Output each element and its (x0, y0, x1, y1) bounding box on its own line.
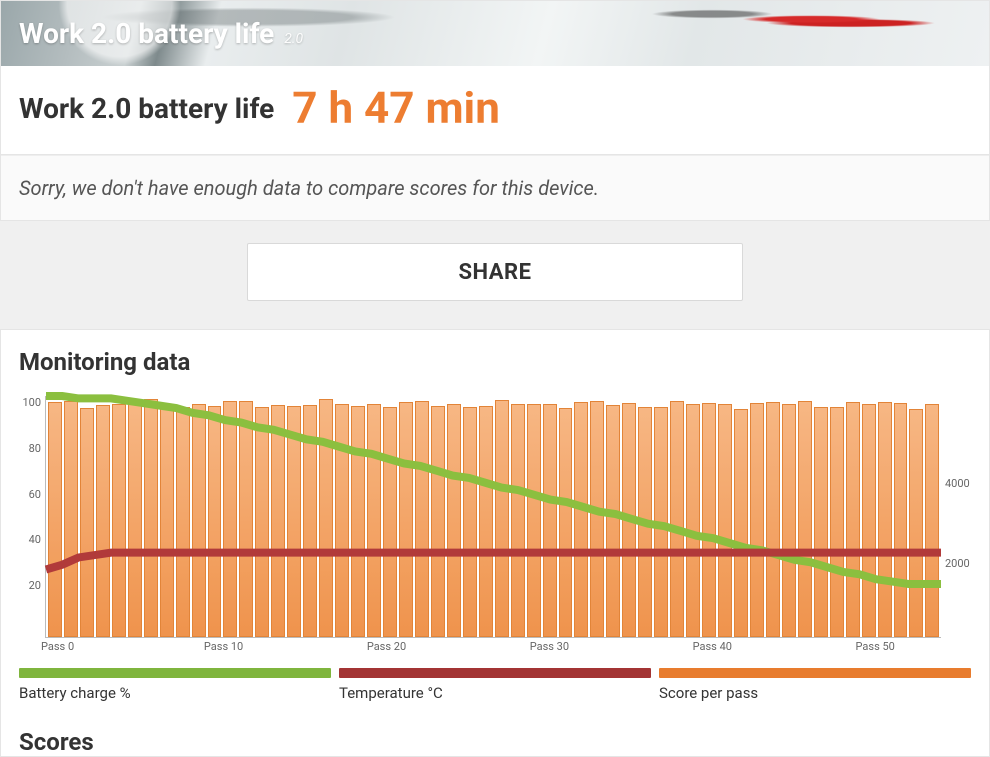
headline-value: 7 h 47 min (292, 86, 500, 130)
x-tick-label: Pass 10 (204, 640, 243, 653)
legend-label: Temperature °C (339, 678, 651, 702)
share-button[interactable]: SHARE (247, 243, 743, 301)
x-tick-label: Pass 40 (693, 640, 732, 653)
monitoring-card: Monitoring data 10080604020 20004000 Pas… (0, 329, 990, 757)
hero-title: Work 2.0 battery life 2.0 (19, 17, 303, 50)
legend-item: Temperature °C (339, 668, 651, 702)
x-tick-label: Pass 20 (367, 640, 406, 653)
x-tick-label: Pass 50 (856, 640, 895, 653)
y-axis-right: 20004000 (945, 396, 973, 638)
share-row: SHARE (0, 221, 990, 329)
legend-color-bar (19, 668, 331, 678)
lines-svg (46, 396, 941, 637)
legend-item: Battery charge % (19, 668, 331, 702)
legend-row: Battery charge % Temperature °C Score per … (15, 660, 975, 702)
monitoring-section: Monitoring data 10080604020 20004000 Pas… (1, 330, 989, 712)
benchmark-card: Work 2.0 battery life 2.0 Work 2.0 batte… (0, 0, 990, 221)
legend-item: Score per pass (659, 668, 971, 702)
legend-label: Score per pass (659, 678, 971, 702)
plot-area (45, 396, 941, 638)
no-comparison-message: Sorry, we don't have enough data to comp… (1, 155, 989, 220)
monitoring-title: Monitoring data (15, 348, 975, 384)
legend-color-bar (339, 668, 651, 678)
x-tick-label: Pass 30 (530, 640, 569, 653)
headline-label: Work 2.0 battery life (19, 92, 274, 125)
headline-row: Work 2.0 battery life 7 h 47 min (1, 66, 989, 155)
y-axis-left: 10080604020 (13, 396, 41, 638)
scores-title: Scores (1, 712, 989, 756)
hero-banner: Work 2.0 battery life 2.0 (1, 1, 989, 66)
x-axis-labels: Pass 0Pass 10Pass 20Pass 30Pass 40Pass 5… (45, 640, 941, 656)
x-tick-label: Pass 0 (41, 640, 74, 653)
hero-version: 2.0 (284, 31, 303, 47)
legend-label: Battery charge % (19, 678, 331, 702)
legend-color-bar (659, 668, 971, 678)
monitoring-chart: 10080604020 20004000 Pass 0Pass 10Pass 2… (19, 396, 971, 656)
hero-title-text: Work 2.0 battery life (19, 17, 274, 50)
